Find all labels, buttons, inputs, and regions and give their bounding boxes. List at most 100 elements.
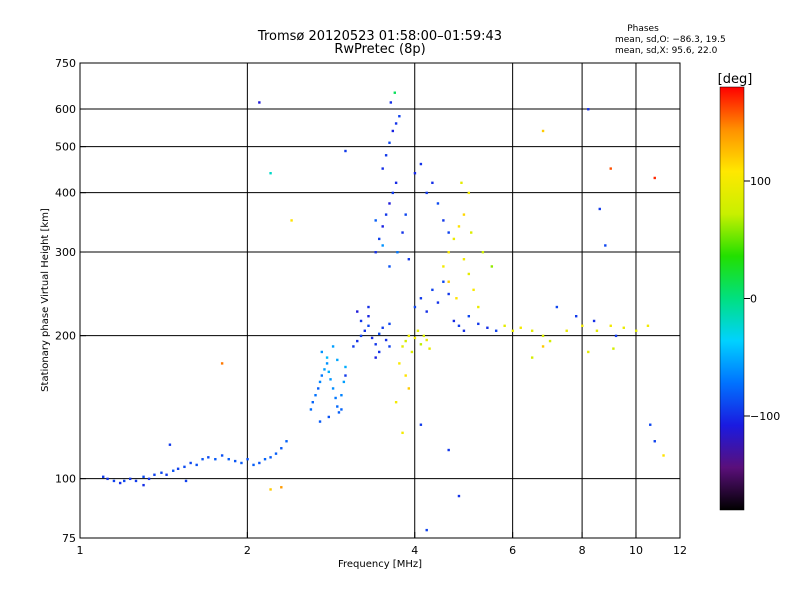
data-point xyxy=(442,280,445,283)
data-point xyxy=(340,408,343,411)
data-point xyxy=(462,258,466,261)
y-tick-label: 100 xyxy=(55,473,76,486)
data-point xyxy=(269,456,272,459)
stats-o-mode: mean, sd,O: −86.3, 19.5 xyxy=(615,35,726,45)
data-point xyxy=(280,447,283,450)
data-point xyxy=(325,356,329,359)
data-point xyxy=(381,244,384,247)
data-point xyxy=(142,483,145,487)
data-point xyxy=(530,329,534,332)
data-point xyxy=(436,202,440,205)
x-tick-label: 12 xyxy=(673,544,687,557)
data-point xyxy=(388,141,391,144)
data-point xyxy=(460,181,463,185)
data-point xyxy=(269,488,272,491)
data-point xyxy=(391,129,395,133)
data-point xyxy=(118,481,122,485)
data-point xyxy=(370,336,374,340)
data-point xyxy=(374,356,377,359)
data-point xyxy=(336,358,339,362)
data-point xyxy=(165,473,168,476)
data-point xyxy=(541,129,545,133)
stats-x-mode: mean, sd,X: 95.6, 22.0 xyxy=(615,46,718,56)
data-point xyxy=(413,305,417,309)
data-point xyxy=(425,191,428,195)
data-point xyxy=(592,319,596,323)
data-point xyxy=(436,301,440,304)
data-point xyxy=(342,380,346,384)
data-point xyxy=(574,315,578,318)
chart-subtitle: RwPretec (8p) xyxy=(334,42,425,57)
data-point xyxy=(227,457,230,461)
data-point xyxy=(401,345,404,348)
data-point xyxy=(462,329,466,332)
data-point xyxy=(378,332,381,336)
data-point xyxy=(541,334,545,338)
data-point xyxy=(280,486,283,489)
data-point xyxy=(404,339,407,343)
data-point xyxy=(314,394,317,397)
data-point xyxy=(477,322,480,326)
data-point xyxy=(309,408,313,411)
data-point xyxy=(384,213,388,216)
data-point xyxy=(367,315,370,318)
data-point xyxy=(431,181,434,185)
data-point xyxy=(407,334,411,338)
data-point xyxy=(160,471,163,474)
data-point xyxy=(331,387,335,390)
data-point xyxy=(455,297,458,300)
data-point xyxy=(425,338,428,342)
data-point xyxy=(176,467,180,470)
data-point xyxy=(389,101,393,104)
data-point xyxy=(320,374,324,377)
data-point xyxy=(344,374,347,377)
data-point xyxy=(447,231,450,234)
data-point xyxy=(329,378,332,381)
colorbar-ticks: 100 0 −100 xyxy=(744,175,780,423)
data-point xyxy=(240,461,243,465)
data-point xyxy=(565,329,568,332)
x-tick-label: 6 xyxy=(509,544,516,557)
data-point xyxy=(381,167,384,170)
data-point xyxy=(519,326,522,329)
data-point xyxy=(634,329,638,332)
data-point xyxy=(404,213,407,216)
y-axis-label: Stationary phase Virtual Height [km] xyxy=(40,208,51,392)
y-tick-label: 750 xyxy=(55,57,76,70)
data-point xyxy=(490,265,494,268)
data-point xyxy=(587,350,590,354)
y-axis-ticks: 75 100 200 300 400 500 600 750 xyxy=(55,57,86,545)
data-point xyxy=(320,350,324,354)
data-point xyxy=(147,477,151,481)
data-point xyxy=(604,244,607,247)
data-point xyxy=(494,329,498,332)
data-point xyxy=(401,231,404,234)
data-point xyxy=(425,528,428,532)
data-point xyxy=(263,457,267,461)
data-point xyxy=(398,115,401,118)
data-point xyxy=(367,305,370,309)
data-point xyxy=(457,324,461,327)
data-point xyxy=(541,345,545,348)
scatter-points xyxy=(102,91,665,532)
colorbar-unit-label: [deg] xyxy=(718,72,753,87)
data-point xyxy=(344,365,347,369)
data-point xyxy=(356,339,359,343)
data-point xyxy=(609,324,612,327)
data-point xyxy=(452,319,456,323)
colorbar-tick-label: −100 xyxy=(750,410,780,423)
data-point xyxy=(128,477,132,481)
data-point xyxy=(398,362,401,365)
data-point xyxy=(356,310,359,313)
data-point xyxy=(653,440,656,443)
data-point xyxy=(425,310,428,313)
y-tick-label: 75 xyxy=(62,532,76,545)
data-point xyxy=(318,420,322,423)
data-point xyxy=(189,461,192,465)
x-tick-label: 4 xyxy=(411,544,418,557)
x-tick-label: 1 xyxy=(77,544,84,557)
data-point xyxy=(503,324,506,327)
data-point xyxy=(530,356,534,359)
data-point xyxy=(274,452,278,455)
